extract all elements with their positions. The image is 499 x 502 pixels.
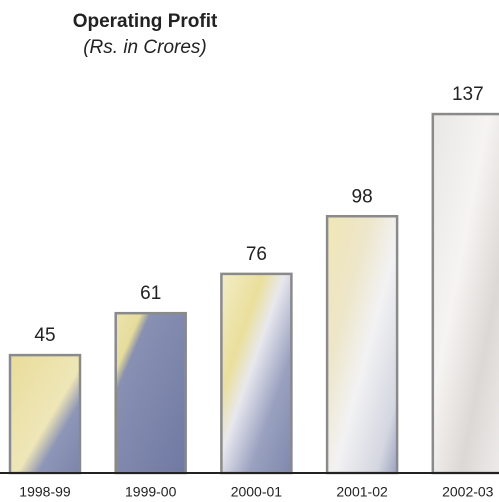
chart-title: Operating Profit <box>73 11 218 32</box>
value-label: 61 <box>140 283 161 304</box>
x-tick-label: 1999-00 <box>125 484 177 500</box>
value-label: 137 <box>452 84 484 105</box>
chart-subtitle: (Rs. in Crores) <box>83 37 207 58</box>
x-tick-label: 2002-03 <box>442 484 494 500</box>
value-label: 98 <box>352 186 373 207</box>
bar <box>220 272 293 475</box>
bar <box>114 311 187 475</box>
value-label: 45 <box>34 325 55 346</box>
bar <box>325 214 399 475</box>
bar <box>431 112 499 475</box>
x-tick-label: 2001-02 <box>336 484 388 500</box>
x-tick-label: 2000-01 <box>231 484 283 500</box>
bar <box>8 353 82 475</box>
value-label: 76 <box>246 244 267 265</box>
x-tick-label: 1998-99 <box>19 484 71 500</box>
